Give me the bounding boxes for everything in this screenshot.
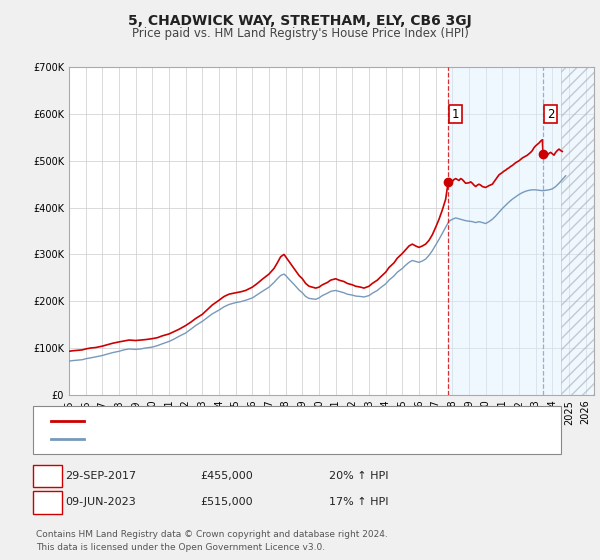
Text: £515,000: £515,000 [200,497,253,507]
Text: HPI: Average price, detached house, East Cambridgeshire: HPI: Average price, detached house, East… [91,434,393,444]
Text: 20% ↑ HPI: 20% ↑ HPI [329,471,389,481]
Bar [560,67,594,395]
Text: 5, CHADWICK WAY, STRETHAM, ELY, CB6 3GJ (detached house): 5, CHADWICK WAY, STRETHAM, ELY, CB6 3GJ … [91,416,418,426]
Text: 2: 2 [547,108,554,120]
Text: 5, CHADWICK WAY, STRETHAM, ELY, CB6 3GJ: 5, CHADWICK WAY, STRETHAM, ELY, CB6 3GJ [128,14,472,28]
Text: 29-SEP-2017: 29-SEP-2017 [65,471,136,481]
Text: Contains HM Land Registry data © Crown copyright and database right 2024.: Contains HM Land Registry data © Crown c… [36,530,388,539]
Text: 2: 2 [44,496,51,509]
Text: 17% ↑ HPI: 17% ↑ HPI [329,497,389,507]
Text: This data is licensed under the Open Government Licence v3.0.: This data is licensed under the Open Gov… [36,543,325,552]
Text: 1: 1 [44,469,51,483]
Text: 09-JUN-2023: 09-JUN-2023 [65,497,136,507]
Bar [448,67,594,395]
Text: Price paid vs. HM Land Registry's House Price Index (HPI): Price paid vs. HM Land Registry's House … [131,27,469,40]
Text: 1: 1 [452,108,460,120]
Text: £455,000: £455,000 [200,471,253,481]
